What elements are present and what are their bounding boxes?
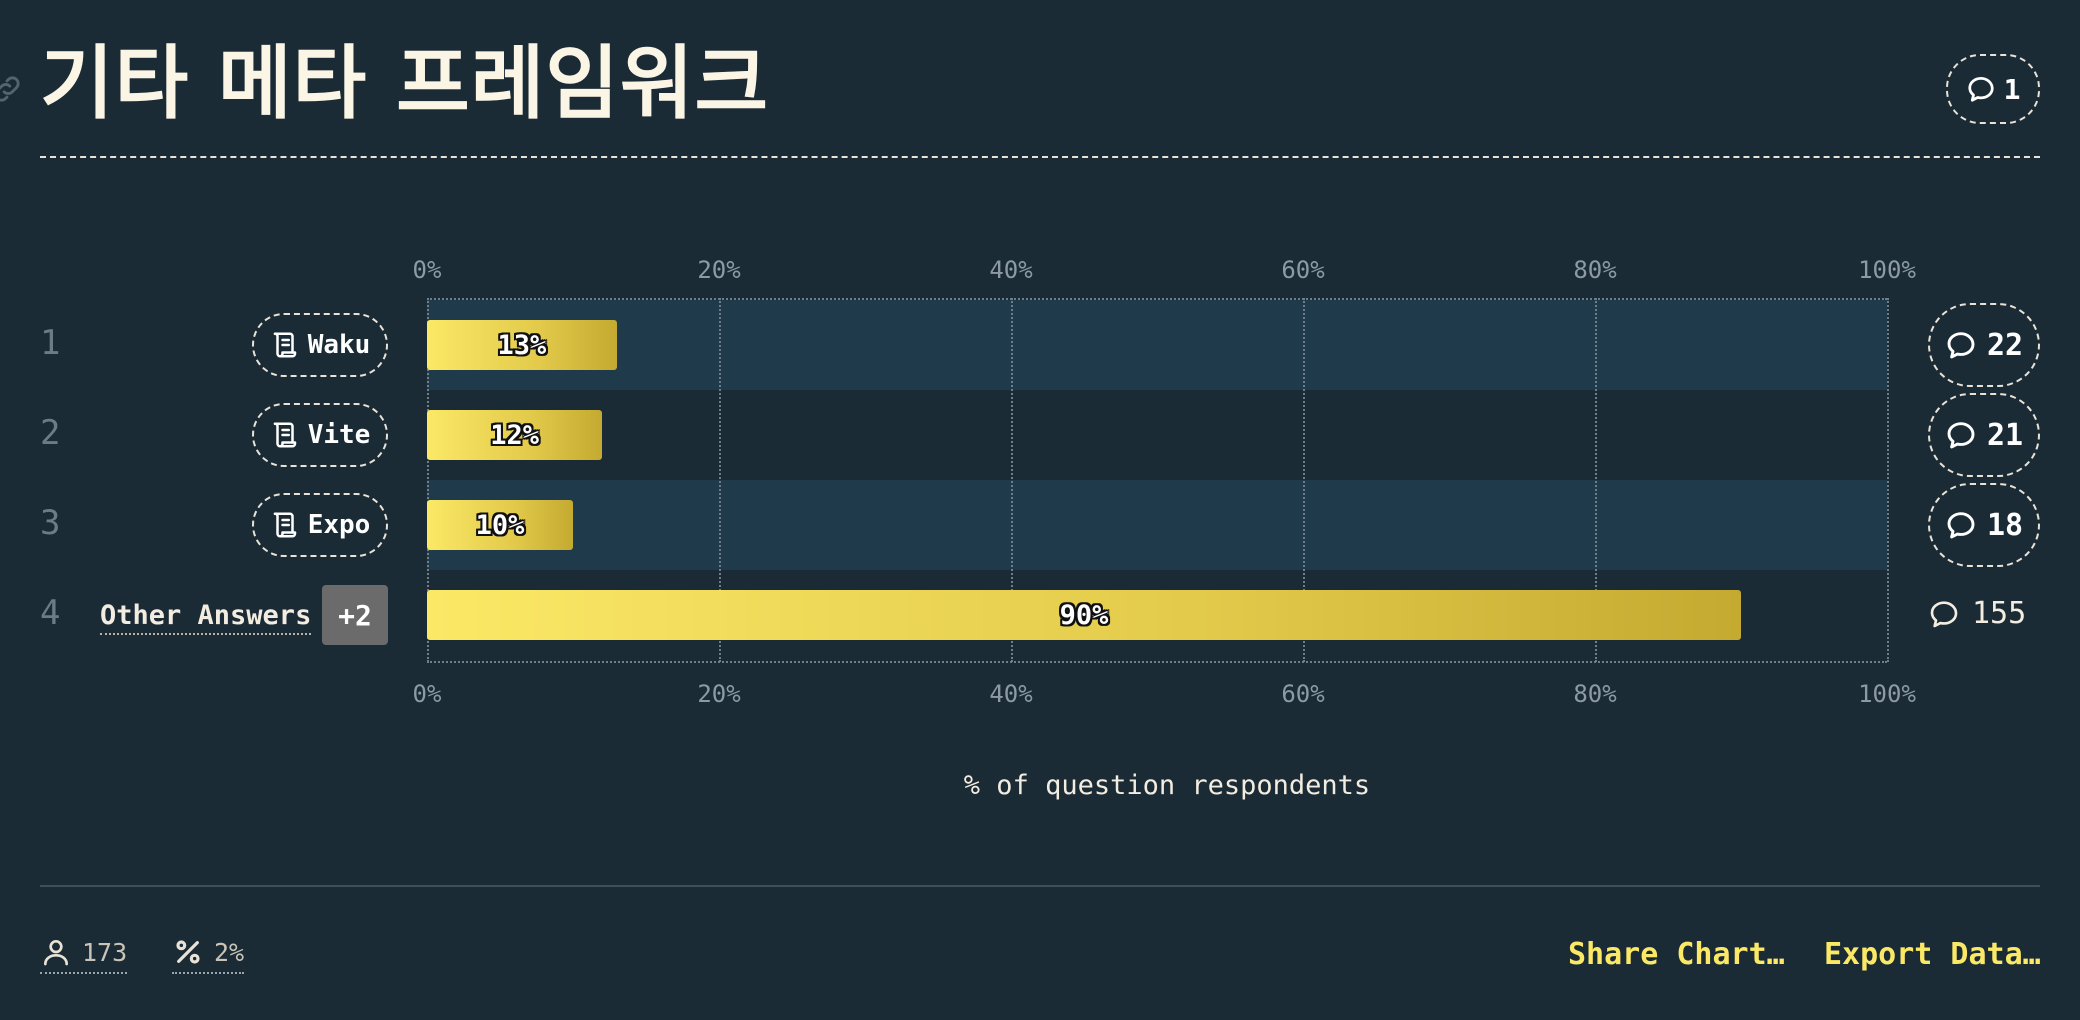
comment-icon	[1967, 77, 1994, 102]
comment-icon	[1947, 512, 1975, 539]
x-tick-label-top: 80%	[1573, 256, 1617, 284]
x-gridline	[719, 298, 721, 662]
chart-frame-top	[427, 298, 1887, 300]
comment-icon	[1930, 600, 1958, 627]
x-tick-label-bottom: 80%	[1573, 680, 1617, 708]
comment-count: 22	[1986, 327, 2024, 363]
user-icon	[44, 940, 68, 966]
bar-value-label: 12%	[490, 419, 539, 451]
rank-number: 3	[40, 503, 61, 543]
x-gridline	[1595, 298, 1597, 662]
percent-stat[interactable]: 2%	[172, 936, 245, 974]
bar[interactable]: 13%	[427, 320, 617, 370]
x-gridline	[1011, 298, 1013, 662]
x-tick-label-bottom: 20%	[697, 680, 741, 708]
other-answers-extra-badge[interactable]: +2	[322, 585, 388, 645]
comment-icon	[1947, 332, 1975, 359]
bar-value-label: 90%	[1059, 599, 1109, 631]
comment-count-button[interactable]: 21	[1928, 393, 2040, 477]
bar[interactable]: 12%	[427, 410, 603, 460]
category-label: Expo	[307, 510, 371, 540]
other-answers-comments[interactable]: 155	[1928, 596, 2026, 631]
other-answers-label[interactable]: Other Answers	[100, 600, 312, 635]
title-comments-button[interactable]: 1	[1946, 54, 2040, 124]
share-chart-button[interactable]: Share Chart…	[1568, 937, 1785, 972]
link-icon[interactable]	[0, 72, 24, 106]
bar[interactable]: 10%	[427, 500, 573, 550]
x-tick-label-top: 20%	[697, 256, 741, 284]
page-title: 기타 메타 프레임워크	[40, 37, 770, 130]
title-comment-count: 1	[2003, 72, 2021, 106]
comment-count: 18	[1986, 507, 2024, 543]
respondents-count: 173	[82, 937, 128, 967]
export-data-button[interactable]: Export Data…	[1824, 937, 2041, 972]
title-divider	[40, 156, 2040, 158]
x-tick-label-top: 100%	[1858, 256, 1916, 284]
category-label: Waku	[307, 330, 371, 360]
percent-icon	[176, 940, 200, 964]
category-pill[interactable]: Vite	[252, 403, 388, 467]
x-tick-label-top: 40%	[989, 256, 1033, 284]
comment-icon	[1947, 422, 1975, 449]
comment-count: 21	[1986, 417, 2024, 453]
scroll-icon	[273, 512, 296, 538]
footer-divider	[40, 885, 2040, 887]
respondents-stat[interactable]: 173	[40, 936, 128, 974]
bar-value-label: 10%	[475, 509, 525, 541]
row-band	[427, 480, 1887, 570]
x-tick-label-bottom: 40%	[989, 680, 1033, 708]
x-tick-label-bottom: 60%	[1281, 680, 1325, 708]
x-axis-title: % of question respondents	[963, 770, 1371, 801]
category-pill[interactable]: Waku	[252, 313, 388, 377]
x-tick-label-bottom: 100%	[1858, 680, 1916, 708]
comment-count: 155	[1972, 596, 2027, 631]
x-gridline	[1887, 298, 1889, 662]
chart-frame-bottom	[427, 661, 1887, 663]
comment-count-button[interactable]: 18	[1928, 483, 2040, 567]
x-tick-label-top: 0%	[412, 256, 442, 284]
comment-count-button[interactable]: 22	[1928, 303, 2040, 387]
scroll-icon	[273, 332, 296, 358]
x-tick-label-top: 60%	[1281, 256, 1325, 284]
bar-value-label: 13%	[497, 329, 547, 361]
percent-value: 2%	[214, 937, 245, 967]
category-label: Vite	[307, 420, 371, 450]
bar[interactable]: 90%	[427, 590, 1741, 640]
rank-number: 4	[40, 593, 61, 633]
scroll-icon	[273, 422, 296, 448]
x-gridline	[427, 298, 429, 662]
row-band	[427, 300, 1887, 390]
rank-number: 1	[40, 323, 61, 363]
rank-number: 2	[40, 413, 61, 453]
x-gridline	[1303, 298, 1305, 662]
x-tick-label-bottom: 0%	[412, 680, 442, 708]
category-pill[interactable]: Expo	[252, 493, 388, 557]
